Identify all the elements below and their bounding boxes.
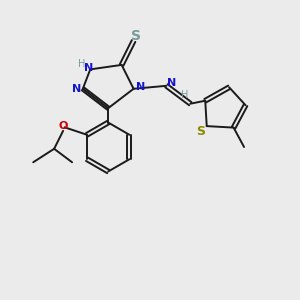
Text: N: N [167,78,176,88]
Text: H: H [181,90,189,100]
Text: N: N [136,82,145,92]
Text: H: H [78,59,85,69]
Text: N: N [72,84,81,94]
Text: S: S [131,28,141,43]
Text: S: S [196,125,205,138]
Text: O: O [58,121,68,131]
Text: N: N [84,63,93,73]
